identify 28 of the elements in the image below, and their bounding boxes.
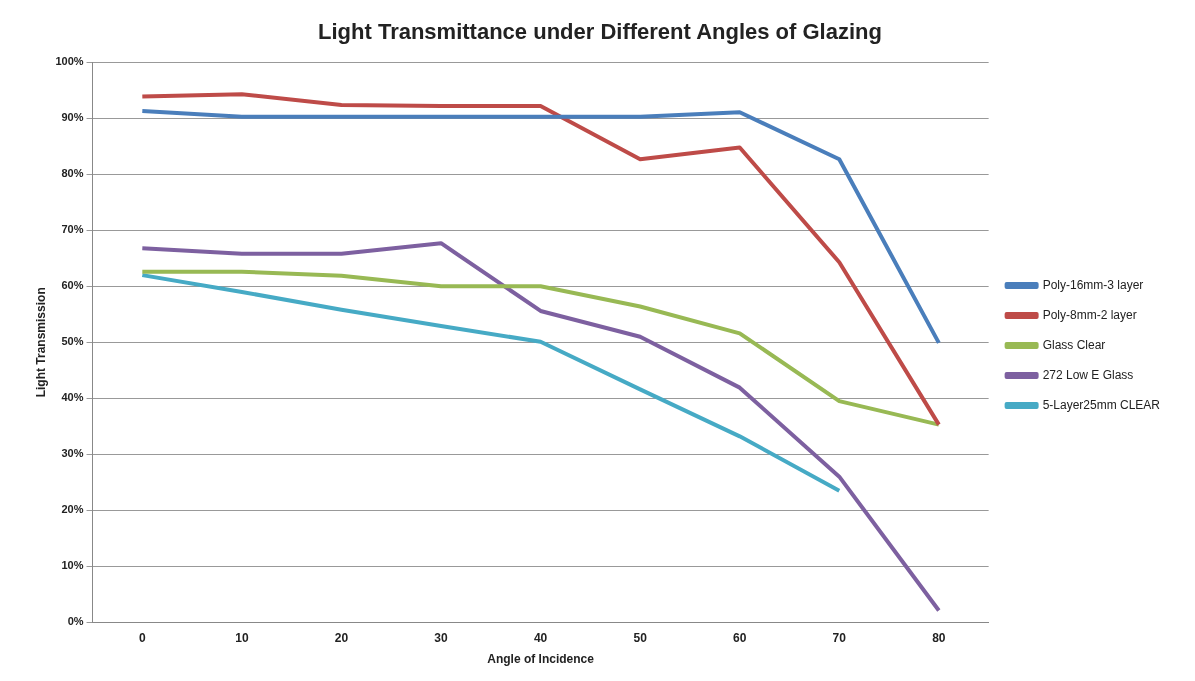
y-tick-label: 30% — [61, 447, 84, 460]
legend-label: Glass Clear — [1042, 337, 1106, 352]
y-tick-label: 0% — [67, 615, 84, 628]
y-tick-label: 50% — [61, 335, 84, 348]
legend-label: Poly-8mm-2 layer — [1042, 307, 1137, 322]
x-tick-label: 30 — [434, 630, 449, 645]
y-tick-label: 40% — [61, 391, 84, 404]
y-tick-label: 10% — [61, 559, 84, 572]
x-tick-label: 60 — [733, 630, 747, 645]
x-tick-label: 40 — [533, 630, 548, 645]
legend-label: Poly-16mm-3 layer — [1042, 277, 1144, 292]
y-tick-label: 20% — [61, 503, 84, 516]
chart-title: Light Transmittance under Different Angles of Glazing — [318, 19, 882, 45]
x-tick-label: 70 — [832, 630, 847, 645]
legend-label: 5-Layer25mm CLEAR — [1042, 397, 1161, 412]
y-tick-label: 100% — [55, 55, 84, 68]
x-tick-label: 0 — [138, 630, 146, 645]
legend-label: 272 Low E Glass — [1042, 367, 1134, 382]
x-tick-label: 20 — [334, 630, 349, 645]
x-axis-title: Angle of Incidence — [487, 652, 595, 667]
x-tick-label: 50 — [633, 630, 648, 645]
y-axis-title: Light Transmission — [33, 287, 48, 398]
y-tick-label: 70% — [61, 223, 84, 236]
x-tick-label: 10 — [235, 630, 249, 645]
y-tick-label: 60% — [61, 279, 84, 292]
y-tick-label: 90% — [61, 111, 84, 124]
x-tick-label: 80 — [932, 630, 946, 645]
y-tick-label: 80% — [61, 167, 84, 180]
